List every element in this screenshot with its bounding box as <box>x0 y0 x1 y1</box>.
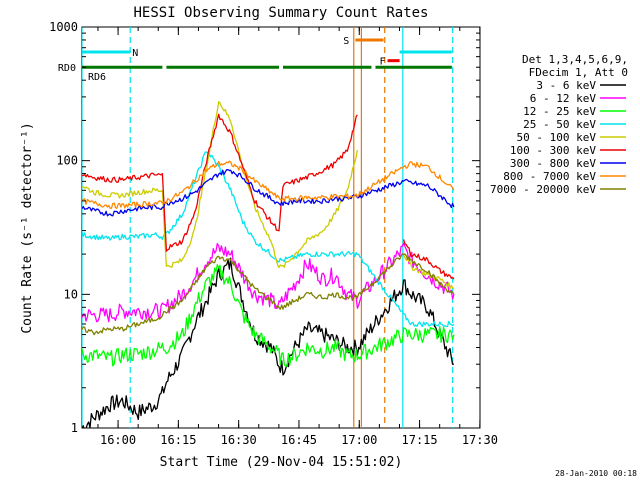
series-line-4 <box>82 100 455 290</box>
legend-label-6: 300 - 800 keV <box>510 157 596 170</box>
x-tick-label-2: 16:30 <box>221 433 257 447</box>
x-tick-label-1: 16:15 <box>160 433 196 447</box>
legend-label-7: 800 - 7000 keV <box>503 170 596 183</box>
y-axis-label: Count Rate (s⁻¹ detector⁻¹) <box>20 122 35 333</box>
legend: Det 1,3,4,5,6,9, FDecim 1, Att 0 3 - 6 k… <box>490 53 628 196</box>
x-tick-label-4: 17:00 <box>341 433 377 447</box>
legend-label-5: 100 - 300 keV <box>510 144 596 157</box>
series-line-5 <box>82 113 455 280</box>
flag-label-RD0: RD0 <box>58 63 76 74</box>
footer-timestamp: 28-Jan-2010 00:18 <box>555 469 637 478</box>
series-line-8 <box>82 253 455 336</box>
flag-bars: N RD0 RD6 S F <box>58 36 452 83</box>
x-tick-label-5: 17:15 <box>402 433 438 447</box>
series-line-1 <box>82 242 455 323</box>
marker-lines <box>82 27 454 428</box>
chart-title: HESSI Observing Summary Count Rates <box>133 5 428 21</box>
x-axis-label: Start Time (29-Nov-04 15:51:02) <box>160 455 403 470</box>
x-tick-label-0: 16:00 <box>100 433 136 447</box>
legend-label-1: 6 - 12 keV <box>530 92 597 105</box>
x-tick-label-6: 17:30 <box>462 433 498 447</box>
y-tick-label-0: 1 <box>71 421 78 435</box>
series-line-6 <box>82 168 455 217</box>
y-tick-label-1: 10 <box>64 287 78 301</box>
legend-label-2: 12 - 25 keV <box>523 105 596 118</box>
flag-label-RD6: RD6 <box>88 72 106 83</box>
plot-area: N RD0 RD6 S F <box>58 26 481 429</box>
series-line-3 <box>82 151 455 328</box>
legend-label-8: 7000 - 20000 keV <box>490 183 596 196</box>
flag-label-F: F <box>379 57 385 68</box>
x-axis: 16:00 16:15 16:30 16:45 17:00 17:15 17:30 <box>97 27 498 447</box>
series-line-7 <box>82 160 455 209</box>
legend-label-3: 25 - 50 keV <box>523 118 596 131</box>
flag-label-N: N <box>132 48 138 59</box>
legend-header-2: FDecim 1, Att 0 <box>529 66 628 79</box>
series-line-2 <box>82 264 455 368</box>
legend-header-1: Det 1,3,4,5,6,9, <box>522 53 628 66</box>
flag-label-S: S <box>343 36 349 47</box>
y-tick-label-3: 1000 <box>49 20 78 34</box>
series-lines <box>82 100 455 428</box>
y-axis: 1 10 100 1000 <box>49 20 480 435</box>
y-tick-label-2: 100 <box>56 154 78 168</box>
legend-label-0: 3 - 6 keV <box>536 79 596 92</box>
x-tick-label-3: 16:45 <box>281 433 317 447</box>
legend-label-4: 50 - 100 keV <box>517 131 597 144</box>
